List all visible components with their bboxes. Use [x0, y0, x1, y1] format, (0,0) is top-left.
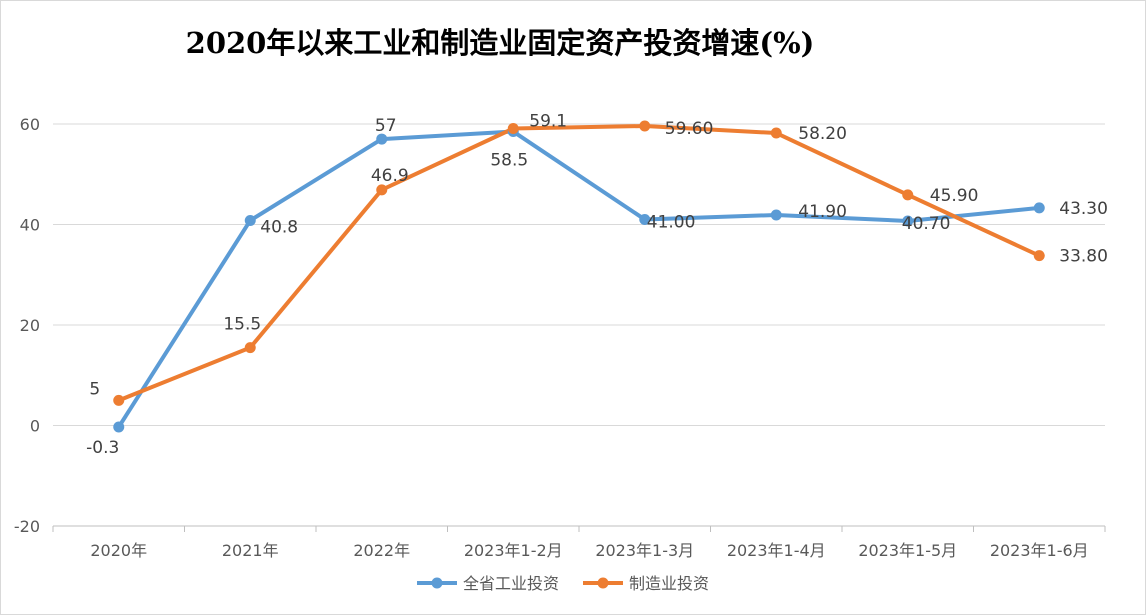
data-point [639, 213, 651, 225]
data-point [376, 184, 388, 196]
data-label: 15.5 [223, 315, 261, 335]
x-tick-label: 2023年1-5月 [858, 541, 957, 560]
data-point [639, 120, 651, 132]
data-label: 41.00 [647, 212, 696, 232]
data-label: 40.8 [260, 217, 298, 237]
data-label: 45.90 [930, 186, 979, 206]
legend-marker [597, 577, 609, 589]
series-line [116, 124, 1042, 403]
x-tick-label: 2022年 [353, 541, 410, 560]
data-label: 58.20 [798, 124, 847, 144]
data-label: 57 [375, 116, 397, 136]
data-label: 43.30 [1059, 199, 1108, 219]
data-point [1033, 250, 1045, 262]
legend-label: 制造业投资 [629, 574, 709, 593]
x-tick-label: 2023年1-3月 [595, 541, 694, 560]
data-label: 41.90 [798, 202, 847, 222]
data-point [770, 209, 782, 221]
data-point [1033, 202, 1045, 214]
data-label: -0.3 [86, 438, 119, 458]
data-label: 33.80 [1059, 247, 1108, 267]
x-tick-label: 2023年1-2月 [464, 541, 563, 560]
data-point [770, 127, 782, 139]
data-point [244, 214, 256, 226]
series-line [116, 129, 1042, 430]
y-tick-label: 0 [30, 417, 40, 436]
legend-label: 全省工业投资 [463, 574, 559, 593]
y-tick-label: 40 [20, 216, 40, 235]
data-label: 5 [89, 379, 100, 399]
data-point [113, 394, 125, 406]
data-label: 58.5 [490, 151, 528, 171]
y-tick-label: 20 [20, 316, 40, 335]
x-tick-label: 2020年 [90, 541, 147, 560]
data-point [507, 123, 519, 135]
data-point [244, 342, 256, 354]
chart-title: 2020年以来工业和制造业固定资产投资增速(%) [185, 26, 815, 60]
x-tick-label: 2023年1-4月 [727, 541, 826, 560]
legend-marker [431, 577, 443, 589]
data-point [376, 133, 388, 145]
data-point [902, 215, 914, 227]
data-point [113, 421, 125, 433]
data-label: 46.9 [371, 166, 409, 186]
x-tick-label: 2021年 [222, 541, 279, 560]
x-tick-label: 2023年1-6月 [990, 541, 1089, 560]
data-point [902, 189, 914, 201]
data-label: 59.60 [665, 119, 714, 139]
y-tick-label: 60 [20, 115, 40, 134]
data-label: 59.1 [529, 112, 567, 132]
y-tick-label: -20 [14, 517, 40, 536]
data-label: 40.70 [902, 214, 951, 234]
